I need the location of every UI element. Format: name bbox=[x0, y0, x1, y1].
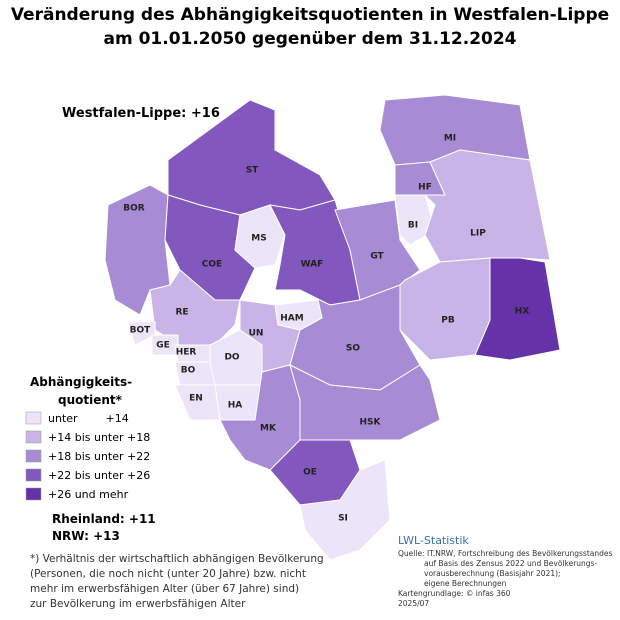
region-label: UN bbox=[249, 329, 264, 339]
legend-label: +26 und mehr bbox=[48, 488, 129, 501]
source: Quelle: IT.NRW, Fortschreibung des Bevöl… bbox=[398, 549, 612, 608]
legend-swatch bbox=[25, 411, 42, 425]
region bbox=[299, 459, 391, 561]
region-label: GT bbox=[370, 252, 384, 262]
source-line: Kartengrundlage: © infas 360 bbox=[398, 589, 511, 598]
legend: unter +14 +14 bis unter +18 +18 bis unter … bbox=[25, 411, 150, 501]
region-label: ST bbox=[246, 166, 259, 176]
region bbox=[289, 364, 441, 441]
footnote-line: zur Bevölkerung im erwerbsfähigen Alter bbox=[30, 598, 246, 610]
region-label: BOR bbox=[123, 204, 145, 214]
total-label: Westfalen-Lippe: +16 bbox=[62, 106, 220, 121]
region-label: HER bbox=[176, 348, 197, 358]
legend-label: +14 bis unter +18 bbox=[48, 431, 150, 444]
region-label: HSK bbox=[360, 418, 382, 428]
region-label: RE bbox=[175, 308, 188, 318]
region-label: BOT bbox=[130, 326, 152, 336]
legend-label: +18 bis unter +22 bbox=[48, 450, 150, 463]
legend-swatch bbox=[25, 430, 42, 444]
legend-title: Abhängigkeits- bbox=[30, 375, 132, 389]
brand: LWL-Statistik bbox=[398, 534, 469, 547]
legend-label: unter +14 bbox=[48, 412, 129, 425]
region-label: HA bbox=[228, 401, 243, 411]
region-label: GE bbox=[156, 341, 170, 351]
legend-label: +22 bis unter +26 bbox=[48, 469, 150, 482]
region-label: OE bbox=[303, 468, 317, 478]
region-label: SI bbox=[338, 514, 348, 524]
source-line: 2025/07 bbox=[398, 599, 429, 608]
comparison: NRW: +13 bbox=[52, 529, 120, 543]
region-label: BO bbox=[181, 366, 196, 376]
region-label: WAF bbox=[301, 260, 324, 270]
comparison: Rheinland: +11 bbox=[52, 512, 156, 526]
source-line: Quelle: IT.NRW, Fortschreibung des Bevöl… bbox=[398, 549, 612, 558]
region bbox=[423, 149, 551, 263]
title-line: Veränderung des Abhängigkeitsquotienten … bbox=[11, 5, 609, 25]
footnote-line: mehr im erwerbsfähigen Alter (über 67 Ja… bbox=[30, 583, 299, 595]
region-label: SO bbox=[346, 344, 360, 354]
region-label: EN bbox=[189, 394, 203, 404]
footnote: *) Verhältnis der wirtschaftlich abhängi… bbox=[30, 553, 324, 610]
region-label: HF bbox=[418, 183, 432, 193]
legend-swatch bbox=[25, 468, 42, 482]
region-label: MK bbox=[260, 424, 277, 434]
source-line: eigene Berechnungen bbox=[424, 579, 507, 588]
region-label: LIP bbox=[470, 229, 486, 239]
region-label: PB bbox=[441, 316, 455, 326]
region-label: MS bbox=[251, 234, 266, 244]
footnote-line: (Personen, die noch nicht (unter 20 Jahr… bbox=[30, 568, 306, 580]
region-label: HX bbox=[515, 307, 530, 317]
region-label: BI bbox=[408, 221, 418, 231]
title-line: am 01.01.2050 gegenüber dem 31.12.2024 bbox=[103, 29, 516, 49]
footnote-line: *) Verhältnis der wirtschaftlich abhängi… bbox=[30, 553, 324, 565]
source-line: auf Basis des Zensus 2022 und Bevölkerun… bbox=[424, 559, 597, 568]
legend-title: quotient* bbox=[58, 393, 123, 407]
legend-swatch bbox=[25, 449, 42, 463]
source-line: vorausberechnung (Basisjahr 2021); bbox=[424, 569, 561, 578]
region-label: DO bbox=[224, 353, 239, 363]
region bbox=[164, 194, 256, 301]
legend-swatch bbox=[25, 487, 42, 501]
region-label: HAM bbox=[280, 314, 303, 324]
map: BOR ST COE MS WAF GT BI MI HF LIP HX PB RE BOT GE HER BO… bbox=[104, 94, 561, 561]
region-label: COE bbox=[202, 260, 222, 270]
region-label: MI bbox=[444, 134, 456, 144]
